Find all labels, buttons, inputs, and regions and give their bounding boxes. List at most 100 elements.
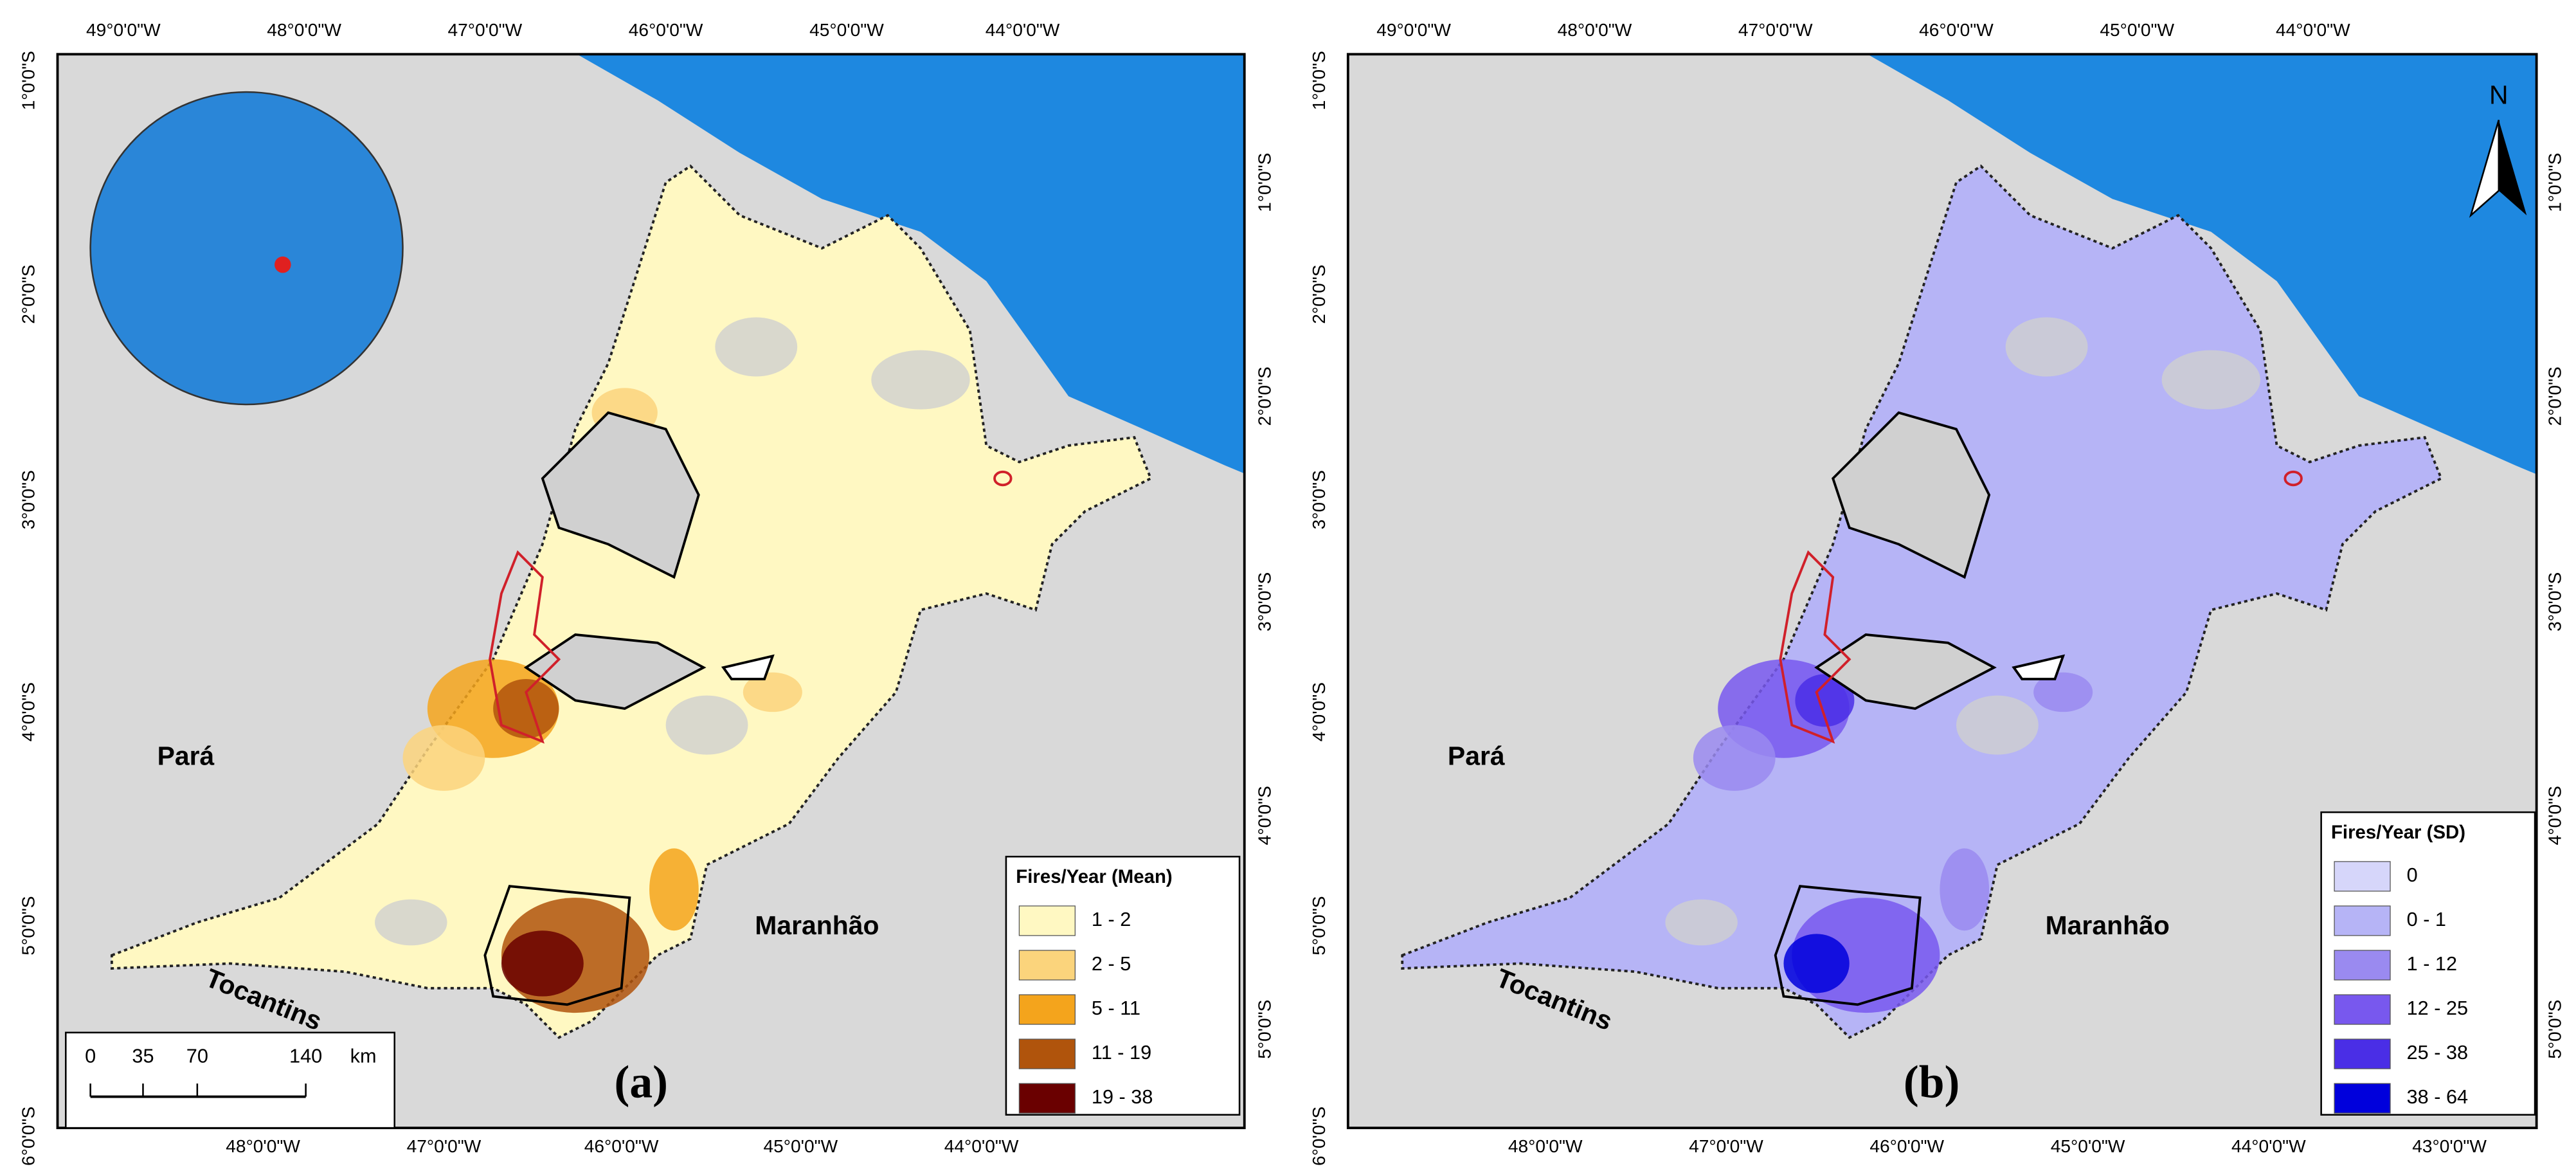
- longitude-label: 45°0'0"W: [809, 20, 884, 40]
- no-data-area: [871, 350, 970, 410]
- legend-box: [1005, 855, 1241, 1116]
- legend-label: 11 - 19: [1092, 1041, 1151, 1064]
- fire-hotspot: [1783, 934, 1850, 993]
- ocean: [577, 54, 1245, 474]
- protected-area: [483, 885, 631, 1006]
- place-label: Maranhão: [2046, 911, 2170, 940]
- latitude-label: 3°0'0"S: [2545, 572, 2565, 631]
- study-area-marker: [275, 256, 291, 273]
- latitude-label: 6°0'0"S: [1309, 1107, 1329, 1166]
- north-arrow: [2469, 120, 2500, 218]
- no-data-area: [715, 317, 798, 377]
- longitude-label: 47°0'0"W: [448, 20, 523, 40]
- scale-bar-unit: km: [350, 1044, 377, 1067]
- latitude-label: 6°0'0"S: [18, 1107, 38, 1166]
- no-data-area: [2161, 350, 2261, 410]
- scale-bar-label: 140: [289, 1044, 322, 1067]
- legend-swatch: [1018, 950, 1076, 981]
- latitude-label: 2°0'0"S: [1254, 367, 1274, 426]
- longitude-label: 45°0'0"W: [2051, 1136, 2125, 1156]
- latitude-label: 5°0'0"S: [1309, 896, 1329, 955]
- latitude-label: 1°0'0"S: [1309, 51, 1329, 110]
- protected-area: [1814, 633, 1997, 711]
- latitude-label: 3°0'0"S: [18, 470, 38, 529]
- no-data-area: [1665, 899, 1738, 946]
- place-label: Pará: [158, 741, 215, 771]
- longitude-label: 47°0'0"W: [1738, 20, 1813, 40]
- legend-swatch: [1018, 1083, 1076, 1114]
- legend-label: 38 - 64: [2407, 1085, 2468, 1108]
- latitude-label: 1°0'0"S: [1254, 153, 1274, 212]
- longitude-label: 46°0'0"W: [629, 20, 703, 40]
- longitude-label: 44°0'0"W: [944, 1136, 1019, 1156]
- indigenous-land: [993, 470, 1013, 487]
- globe: [89, 91, 404, 406]
- legend-label: 5 - 11: [1092, 997, 1140, 1019]
- legend-label: 1 - 2: [1092, 908, 1131, 930]
- fire-hotspot: [743, 672, 802, 712]
- longitude-label: 47°0'0"W: [407, 1136, 482, 1156]
- fire-hotspot: [1693, 725, 1776, 791]
- latitude-label: 2°0'0"S: [2545, 367, 2565, 426]
- fire-hotspot: [402, 725, 485, 791]
- latitude-label: 4°0'0"S: [2545, 786, 2565, 845]
- legend-swatch: [1018, 1038, 1076, 1069]
- no-data-area: [1956, 695, 2039, 755]
- protected-area: [721, 654, 775, 680]
- legend-title: Fires/Year (SD): [2331, 822, 2465, 843]
- latitude-label: 3°0'0"S: [1254, 572, 1274, 631]
- map-body: [57, 54, 1245, 1128]
- longitude-label: 45°0'0"W: [2100, 20, 2174, 40]
- protected-area: [1831, 411, 1991, 579]
- longitude-label: 49°0'0"W: [1376, 20, 1451, 40]
- no-data-area: [2005, 317, 2088, 377]
- latitude-label: 4°0'0"S: [18, 682, 38, 741]
- protected-area: [541, 411, 700, 579]
- map-panel: 49°0'0"W 48°0'0"W 47°0'0"W 46°0'0"W 45°0'0"W…: [18, 20, 1274, 1166]
- longitude-label: 45°0'0"W: [763, 1136, 838, 1156]
- north-arrow: [2498, 120, 2527, 215]
- longitude-label: 44°0'0"W: [2231, 1136, 2306, 1156]
- legend-label: 2 - 5: [1092, 952, 1131, 975]
- legend-swatch: [2334, 1038, 2391, 1069]
- fire-hotspot: [493, 679, 559, 739]
- latitude-label: 4°0'0"S: [1254, 786, 1274, 845]
- scale-bar-label: 70: [186, 1044, 208, 1067]
- longitude-label: 48°0'0"W: [1558, 20, 1632, 40]
- legend-label: 25 - 38: [2407, 1041, 2468, 1064]
- north-arrow-label: N: [2489, 80, 2508, 110]
- longitude-label: 46°0'0"W: [1919, 20, 1994, 40]
- latitude-label: 1°0'0"S: [2545, 153, 2565, 212]
- fire-hotspot: [1795, 674, 1855, 727]
- longitude-label: 44°0'0"W: [986, 20, 1060, 40]
- longitude-label: 43°0'0"W: [2412, 1136, 2487, 1156]
- longitude-label: 44°0'0"W: [2276, 20, 2350, 40]
- legend-label: 0 - 1: [2407, 908, 2446, 930]
- place-label: Pará: [1448, 741, 1505, 771]
- legend-label: 1 - 12: [2407, 952, 2457, 975]
- legend-swatch: [2334, 905, 2391, 936]
- ocean: [1867, 54, 2537, 475]
- panel-label: (b): [1904, 1057, 1959, 1108]
- longitude-label: 49°0'0"W: [86, 20, 161, 40]
- legend-title: Fires/Year (Mean): [1016, 866, 1172, 887]
- longitude-label: 46°0'0"W: [584, 1136, 659, 1156]
- no-data-area: [375, 899, 447, 946]
- latitude-label: 5°0'0"S: [2545, 1000, 2565, 1059]
- map-frame: [1346, 53, 2538, 1130]
- latitude-label: 1°0'0"S: [18, 51, 38, 110]
- fire-hotspot: [649, 848, 699, 931]
- scale-bar-label: 0: [85, 1044, 96, 1067]
- panel-label: (a): [615, 1057, 668, 1108]
- latitude-label: 5°0'0"S: [18, 896, 38, 955]
- legend-swatch: [2334, 950, 2391, 981]
- indigenous-land: [1779, 550, 1851, 744]
- latitude-label: 2°0'0"S: [1309, 265, 1329, 324]
- longitude-label: 47°0'0"W: [1689, 1136, 1763, 1156]
- legend-swatch: [1018, 994, 1076, 1025]
- indigenous-land: [489, 550, 561, 744]
- scale-bar-label: 35: [132, 1044, 154, 1067]
- map-panel: 49°0'0"W 48°0'0"W 47°0'0"W 46°0'0"W 45°0'0"W…: [1309, 20, 2565, 1166]
- longitude-label: 46°0'0"W: [1869, 1136, 1944, 1156]
